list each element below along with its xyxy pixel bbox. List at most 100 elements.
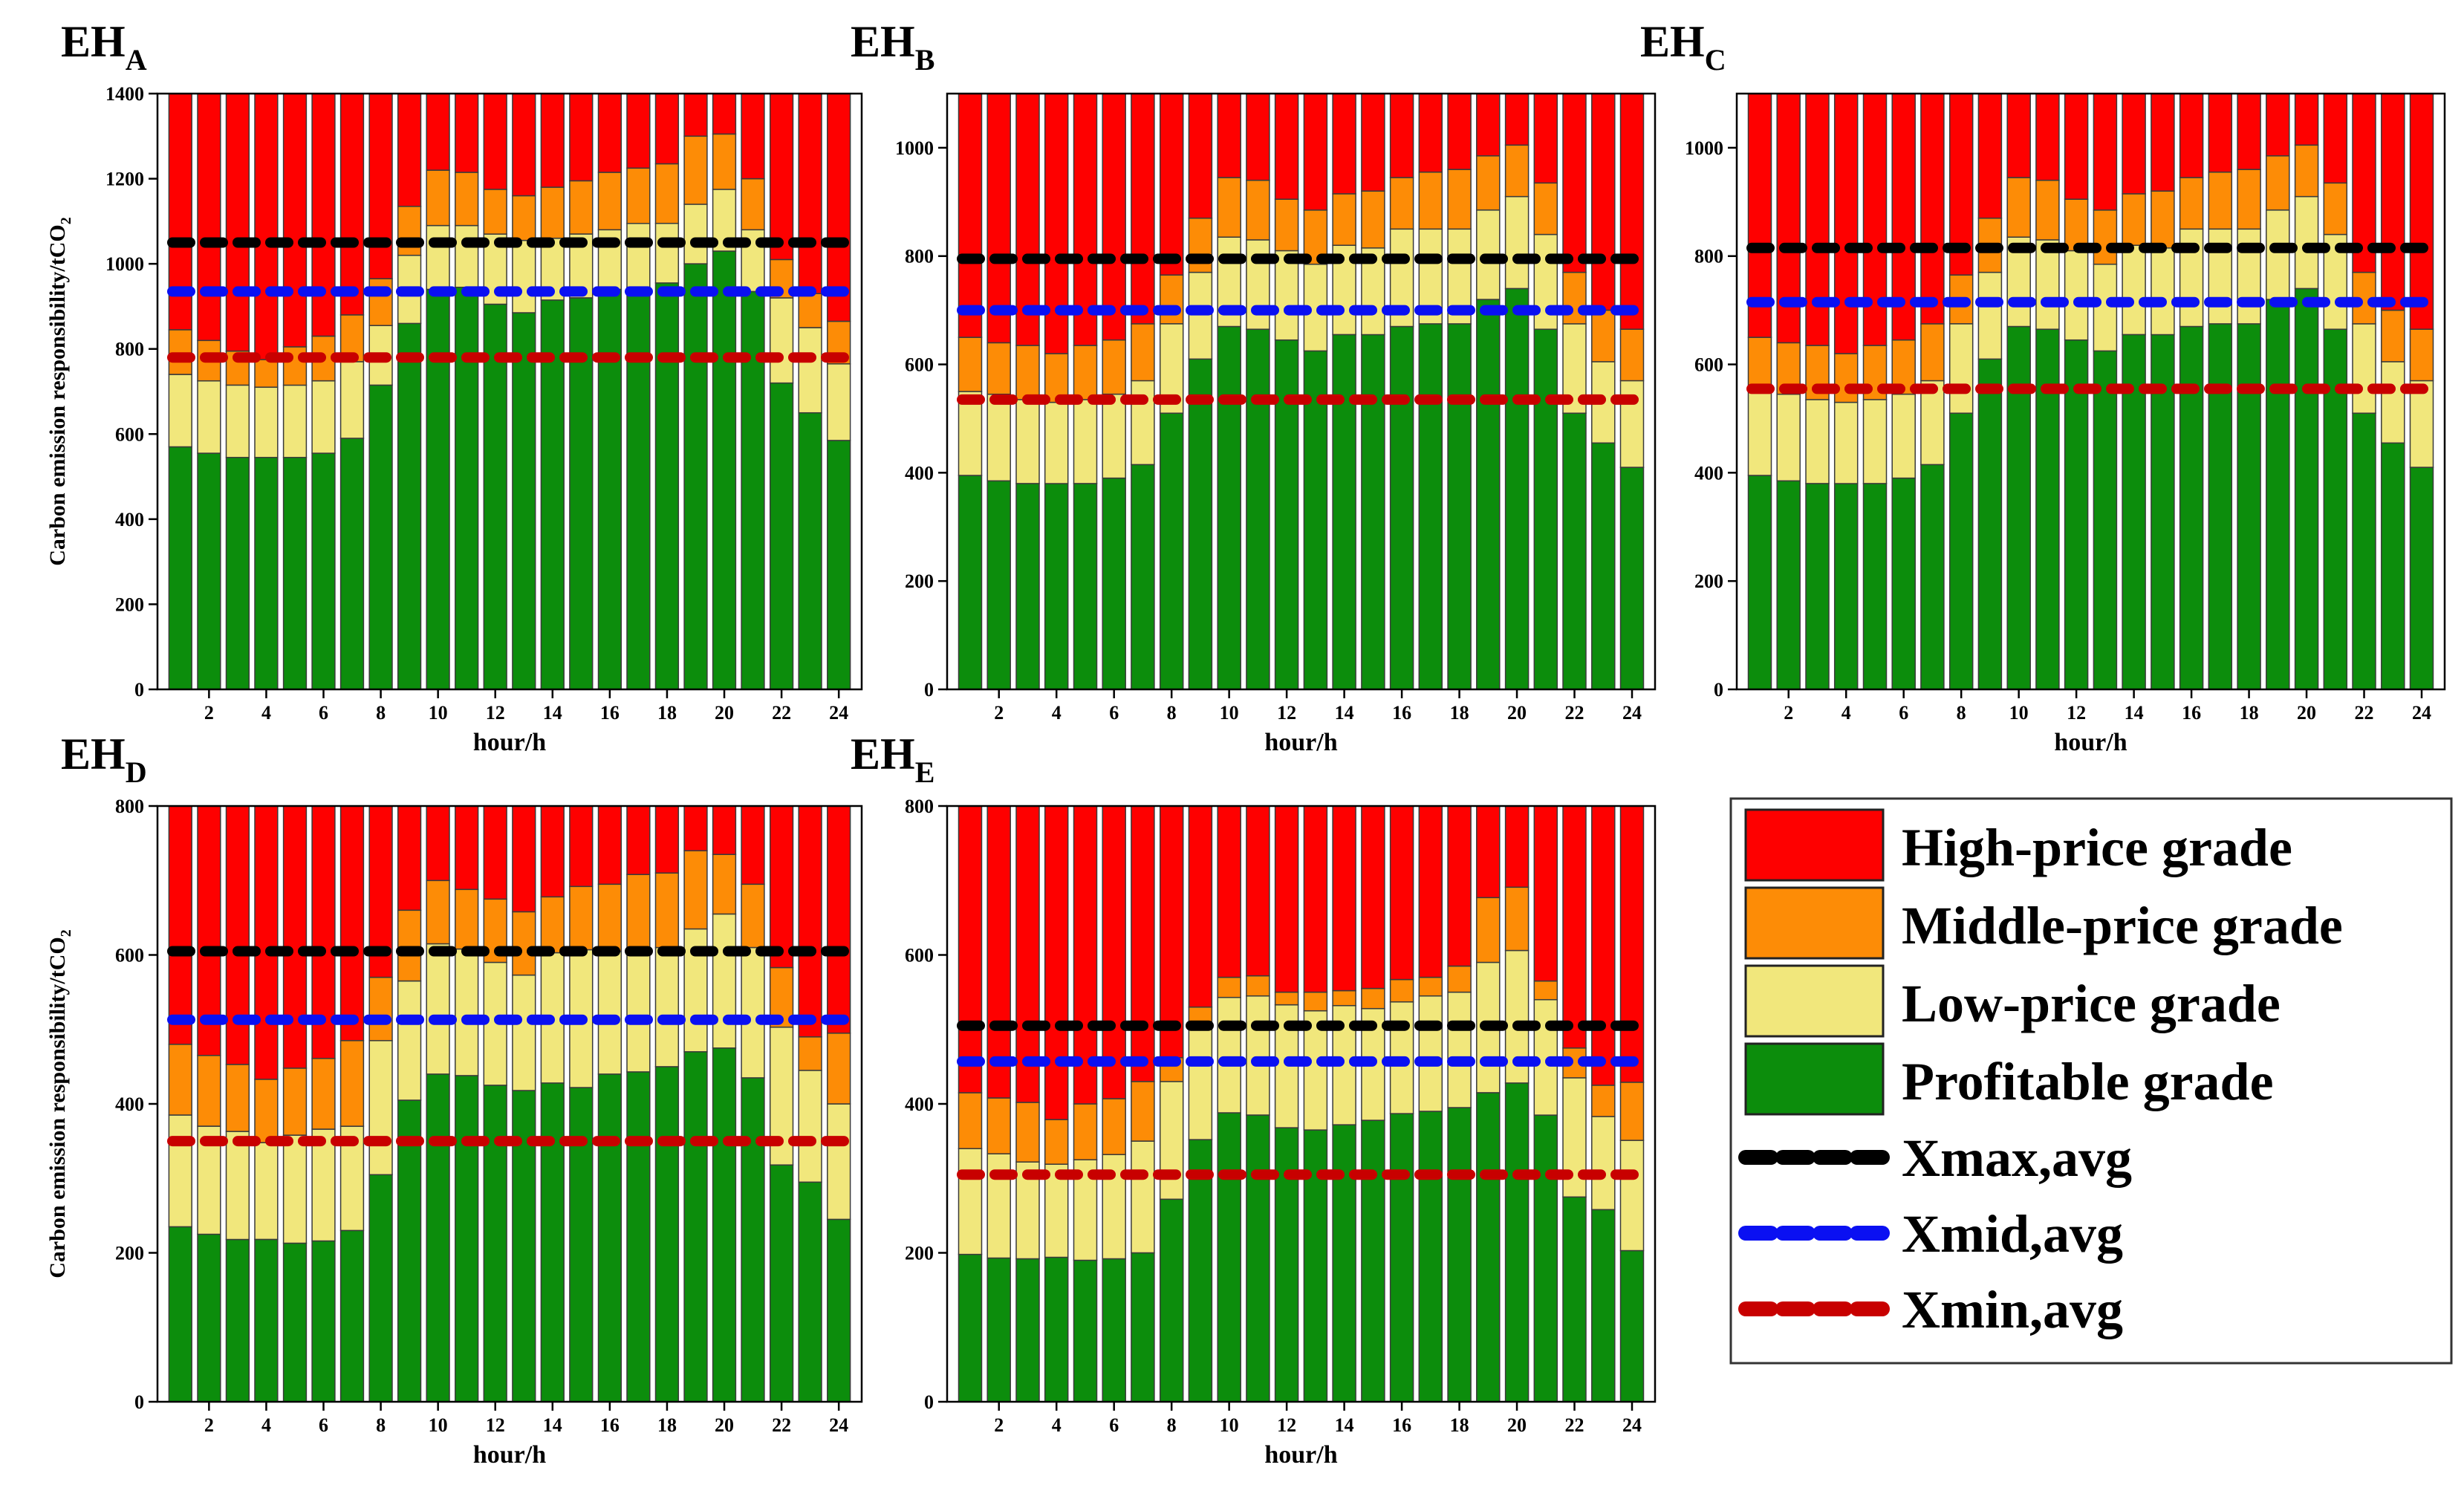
bar-profitable-h17: [626, 286, 651, 690]
legend-item-profitable: Profitable grade: [1744, 1042, 2274, 1116]
legend-swatch-middle: [1744, 886, 1885, 960]
bar-profitable-h3: [1015, 483, 1040, 690]
bar-low-h2: [1776, 393, 1801, 482]
bar-profitable-h19: [683, 1051, 708, 1403]
bar-middle-h19: [683, 135, 708, 205]
y-tick-label: 0: [134, 679, 144, 701]
bar-middle-h23: [798, 1036, 822, 1071]
bar-profitable-h6: [1102, 477, 1126, 690]
y-tick-label: 600: [905, 354, 934, 376]
bar-profitable-h4: [1044, 483, 1069, 690]
bar-middle-h16: [1389, 177, 1414, 230]
y-tick-label: 200: [1694, 571, 1723, 592]
x-tick-label: 4: [261, 702, 271, 724]
bar-profitable-h7: [339, 438, 365, 690]
bar-profitable-h22: [1562, 1196, 1587, 1403]
bar-middle-h23: [798, 293, 822, 328]
bar-profitable-h4: [1833, 483, 1859, 690]
bar-low-h19: [683, 204, 708, 264]
bar-middle-h10: [1217, 976, 1241, 998]
bar-profitable-h23: [1591, 442, 1616, 690]
bar-middle-h14: [2122, 193, 2146, 246]
bar-low-h20: [2294, 195, 2319, 290]
bar-low-h10: [426, 943, 450, 1075]
x-tick-label: 12: [2067, 702, 2086, 724]
x-axis-eh-d: 2 4 6 8 10 12 14 16 18 20 22 24: [204, 1402, 848, 1436]
bar-middle-h2: [986, 1097, 1011, 1154]
bar-middle-h7: [1131, 323, 1155, 382]
bar-high-h10: [2006, 93, 2031, 178]
bar-high-h20: [712, 805, 737, 855]
bar-profitable-h22: [2352, 412, 2376, 690]
bar-high-h13: [512, 805, 536, 913]
bar-high-h13: [1303, 805, 1328, 993]
bar-profitable-h10: [1217, 325, 1241, 690]
bar-profitable-h10: [1217, 1112, 1241, 1403]
bar-high-h19: [1476, 93, 1501, 157]
bar-low-h24: [1619, 380, 1645, 468]
bar-profitable-h21: [741, 1077, 765, 1403]
y-axis-label-sub: 2: [58, 217, 74, 224]
bar-middle-h3: [1015, 345, 1040, 400]
bar-high-h21: [741, 93, 765, 180]
x-axis-label: hour/h: [473, 1441, 546, 1469]
bar-low-h8: [1948, 323, 1974, 414]
y-axis-eh-d: 0 200 400 600 800: [115, 796, 157, 1413]
bar-middle-h1: [958, 1092, 983, 1149]
x-tick-label: 18: [657, 1414, 677, 1436]
bar-low-h2: [197, 380, 221, 454]
bar-profitable-h3: [1805, 483, 1830, 690]
y-tick-label: 200: [905, 571, 934, 592]
bar-high-h21: [2323, 93, 2348, 184]
bar-high-h14: [1332, 805, 1356, 992]
bar-middle-h5: [1073, 345, 1098, 400]
bar-profitable-h14: [540, 1082, 565, 1403]
x-tick-label: 4: [261, 1414, 271, 1436]
x-tick-label: 2: [994, 702, 1004, 724]
bar-profitable-h5: [1862, 483, 1888, 690]
bar-middle-h4: [254, 1079, 279, 1143]
bar-low-h11: [1246, 239, 1270, 330]
bar-profitable-h5: [282, 1242, 308, 1403]
y-axis-label-main: Carbon emission responsibility/tCO: [45, 937, 70, 1278]
bar-profitable-h3: [225, 457, 250, 690]
legend: High-price grade Middle-price grade Low-…: [1729, 797, 2453, 1365]
x-axis-eh-b: 2 4 6 8 10 12 14 16 18 20 22 24: [994, 689, 1642, 724]
bar-profitable-h18: [1447, 323, 1472, 690]
bar-middle-h14: [1332, 989, 1356, 1007]
bar-profitable-h19: [1476, 1092, 1501, 1403]
bar-low-h16: [597, 950, 622, 1075]
bar-profitable-h20: [712, 1047, 737, 1403]
bar-profitable-h8: [1159, 1198, 1184, 1403]
bar-profitable-h12: [483, 1085, 507, 1403]
bar-profitable-h2: [986, 1257, 1011, 1403]
x-tick-label: 20: [715, 702, 734, 724]
y-tick-label: 200: [905, 1243, 934, 1264]
bar-middle-h1: [1747, 337, 1772, 392]
bar-profitable-h17: [2208, 323, 2233, 690]
bar-high-h4: [1044, 805, 1069, 1120]
bar-profitable-h7: [1920, 464, 1945, 690]
panel-title-sub: B: [915, 43, 935, 77]
legend-item-high: High-price grade: [1744, 808, 2292, 882]
bar-low-h20: [1504, 195, 1530, 290]
y-tick-label: 800: [905, 246, 934, 267]
bar-high-h7: [1131, 93, 1155, 325]
bar-middle-h21: [2323, 182, 2348, 235]
bar-low-h9: [397, 980, 422, 1101]
bar-middle-h18: [654, 163, 680, 224]
bar-profitable-h9: [1188, 358, 1213, 690]
bar-high-h6: [1102, 93, 1126, 341]
bar-low-h5: [282, 1134, 308, 1244]
bar-profitable-h22: [1562, 412, 1587, 690]
legend-label-profitable: Profitable grade: [1902, 1052, 2274, 1111]
bar-middle-h15: [2151, 190, 2175, 249]
avg-lines-eh-a: [167, 237, 859, 363]
bar-profitable-h11: [455, 286, 479, 690]
bars-eh-d: [168, 805, 851, 1403]
bar-high-h3: [225, 805, 250, 1065]
bar-high-h1: [1747, 93, 1772, 338]
bar-high-h20: [1504, 93, 1530, 146]
bar-profitable-h15: [569, 297, 594, 690]
x-tick-label: 8: [376, 702, 386, 724]
